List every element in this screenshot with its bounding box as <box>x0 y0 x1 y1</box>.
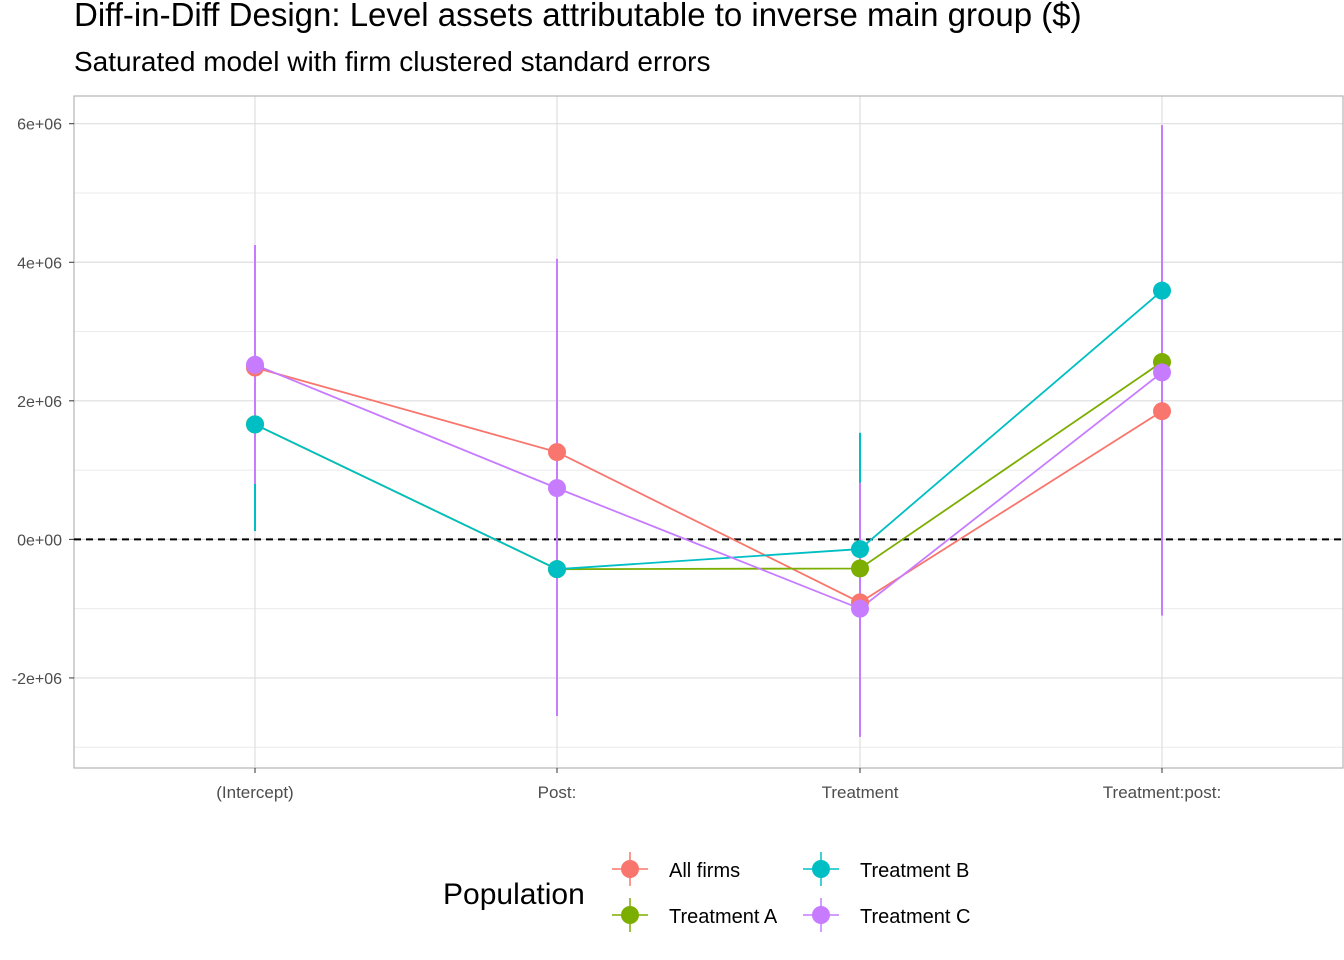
error-bars <box>254 125 1163 737</box>
point-treatment-c <box>851 599 869 618</box>
legend-key-point <box>621 860 639 878</box>
x-tick-label: (Intercept) <box>216 783 293 802</box>
legend: Population All firms Treatment A Treatment… <box>443 852 970 932</box>
point-treatment-c <box>548 479 566 498</box>
legend-label: Treatment B <box>860 860 969 882</box>
series-line-treatment-c <box>254 363 1163 610</box>
grid <box>74 96 1343 768</box>
legend-label: Treatment C <box>860 906 970 928</box>
legend-label: Treatment A <box>669 906 778 928</box>
point-treatment-b <box>1153 281 1171 300</box>
series-line-treatment-b <box>254 289 1163 571</box>
point-treatment-b <box>246 415 264 434</box>
x-tick-label: Treatment:post: <box>1103 783 1221 802</box>
series-points <box>246 281 1171 618</box>
legend-key-point <box>812 906 830 924</box>
series-line-all-firms <box>254 366 1163 604</box>
legend-item-all-firms: All firms <box>612 852 740 886</box>
point-treatment-c <box>1153 363 1171 382</box>
y-tick-label: 4e+06 <box>17 255 62 272</box>
legend-item-treatment-c: Treatment C <box>803 898 970 932</box>
legend-item-treatment-b: Treatment B <box>803 852 969 886</box>
point-all-firms <box>1153 402 1171 421</box>
point-treatment-a <box>851 559 869 578</box>
x-axis-ticks: (Intercept) Post: Treatment Treatment:post: <box>216 768 1221 802</box>
series-line-treatment-a <box>254 361 1163 571</box>
point-treatment-b <box>851 540 869 559</box>
x-tick-label: Treatment <box>822 783 899 802</box>
chart-title: Diff-in-Diff Design: Level assets attrib… <box>74 0 1082 33</box>
series-lines <box>254 289 1163 610</box>
legend-title: Population <box>443 878 585 911</box>
y-tick-label: -2e+06 <box>12 671 62 688</box>
point-treatment-c <box>246 355 264 374</box>
legend-key-point <box>621 906 639 924</box>
y-tick-label: 0e+00 <box>17 532 62 549</box>
plot-panel-border <box>73 95 1344 769</box>
legend-key-point <box>812 860 830 878</box>
y-tick-label: 6e+06 <box>17 117 62 134</box>
legend-label: All firms <box>669 860 740 882</box>
legend-item-treatment-a: Treatment A <box>612 898 778 932</box>
x-tick-label: Post: <box>538 783 577 802</box>
point-treatment-b <box>548 560 566 579</box>
chart-subtitle: Saturated model with firm clustered stan… <box>74 46 711 77</box>
y-axis-ticks: -2e+06 0e+00 2e+06 4e+06 6e+06 <box>12 117 74 688</box>
y-tick-label: 2e+06 <box>17 394 62 411</box>
point-all-firms <box>548 443 566 462</box>
